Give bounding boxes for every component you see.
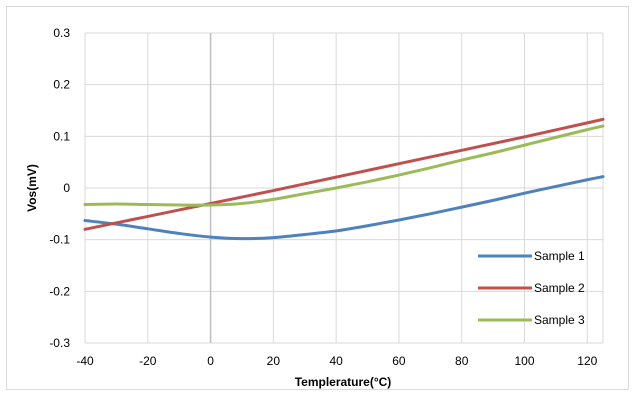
y-axis-title: Vos(mV) bbox=[25, 164, 39, 212]
y-tick-label: -0.3 bbox=[49, 336, 70, 350]
x-axis-title: Templerature(°C) bbox=[295, 375, 392, 389]
legend-label-3: Sample 3 bbox=[534, 313, 585, 327]
x-tick-label: 20 bbox=[267, 354, 281, 368]
chart-area bbox=[6, 6, 629, 390]
x-tick-label: 100 bbox=[514, 354, 534, 368]
y-tick-label: 0 bbox=[63, 181, 70, 195]
y-tick-label: 0.1 bbox=[53, 129, 70, 143]
y-tick-label: 0.2 bbox=[53, 78, 70, 92]
x-tick-label: 120 bbox=[577, 354, 597, 368]
series-line-1 bbox=[83, 175, 605, 241]
legend-label-2: Sample 2 bbox=[534, 281, 585, 295]
y-tick-label: -0.1 bbox=[49, 233, 70, 247]
x-tick-label: 0 bbox=[207, 354, 214, 368]
x-tick-label: 80 bbox=[455, 354, 469, 368]
legend-label-1: Sample 1 bbox=[534, 249, 585, 263]
x-tick-label: -20 bbox=[139, 354, 157, 368]
x-tick-label: 60 bbox=[392, 354, 406, 368]
x-tick-label: 40 bbox=[329, 354, 343, 368]
y-tick-label: 0.3 bbox=[53, 26, 70, 40]
y-tick-label: -0.2 bbox=[49, 284, 70, 298]
series-line-3 bbox=[83, 124, 605, 207]
x-tick-label: -40 bbox=[76, 354, 94, 368]
series-line-2 bbox=[83, 117, 605, 231]
